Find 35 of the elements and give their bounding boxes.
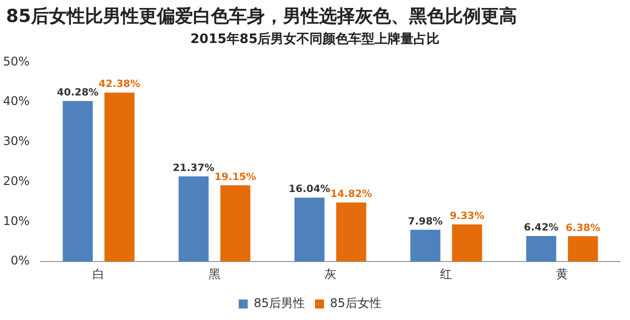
y-tick-label: 40% bbox=[3, 94, 30, 108]
data-label: 40.28% bbox=[56, 88, 99, 99]
bar bbox=[526, 236, 556, 262]
x-tick-label: 黄 bbox=[556, 266, 568, 281]
data-label: 14.82% bbox=[330, 189, 372, 200]
legend-label: 85后女性 bbox=[330, 296, 382, 310]
data-label: 7.98% bbox=[408, 216, 443, 228]
bar bbox=[220, 185, 250, 262]
bar bbox=[294, 198, 324, 262]
x-tick-label: 白 bbox=[92, 266, 105, 281]
bar bbox=[410, 230, 440, 262]
y-tick-label: 0% bbox=[10, 254, 30, 268]
y-tick-label: 20% bbox=[3, 174, 30, 188]
data-label: 19.15% bbox=[214, 172, 256, 183]
data-label: 9.33% bbox=[450, 210, 484, 222]
x-tick-label: 灰 bbox=[324, 266, 336, 281]
bar bbox=[568, 236, 598, 262]
y-tick-label: 10% bbox=[3, 214, 30, 228]
bar bbox=[178, 176, 209, 262]
data-label: 42.38% bbox=[98, 79, 140, 90]
y-tick-label: 30% bbox=[3, 134, 30, 148]
x-tick-label: 黑 bbox=[208, 266, 220, 281]
chart-title: 85后女性比男性更偏爱白色车身，男性选择灰色、黑色比例更高 bbox=[5, 5, 518, 29]
data-label: 6.42% bbox=[524, 222, 559, 234]
chart-subtitle: 2015年85后男女不同颜色车型上牌量占比 bbox=[189, 30, 441, 49]
x-tick-label: 红 bbox=[440, 266, 452, 281]
y-tick-label: 50% bbox=[3, 54, 30, 68]
data-label: 16.04% bbox=[288, 184, 330, 196]
bar bbox=[336, 202, 366, 262]
data-label: 21.37% bbox=[172, 162, 214, 174]
bar bbox=[104, 92, 134, 262]
data-label: 6.38% bbox=[566, 222, 600, 234]
bar bbox=[452, 224, 482, 262]
legend-label: 85后男性 bbox=[254, 296, 306, 310]
bar bbox=[62, 100, 93, 262]
